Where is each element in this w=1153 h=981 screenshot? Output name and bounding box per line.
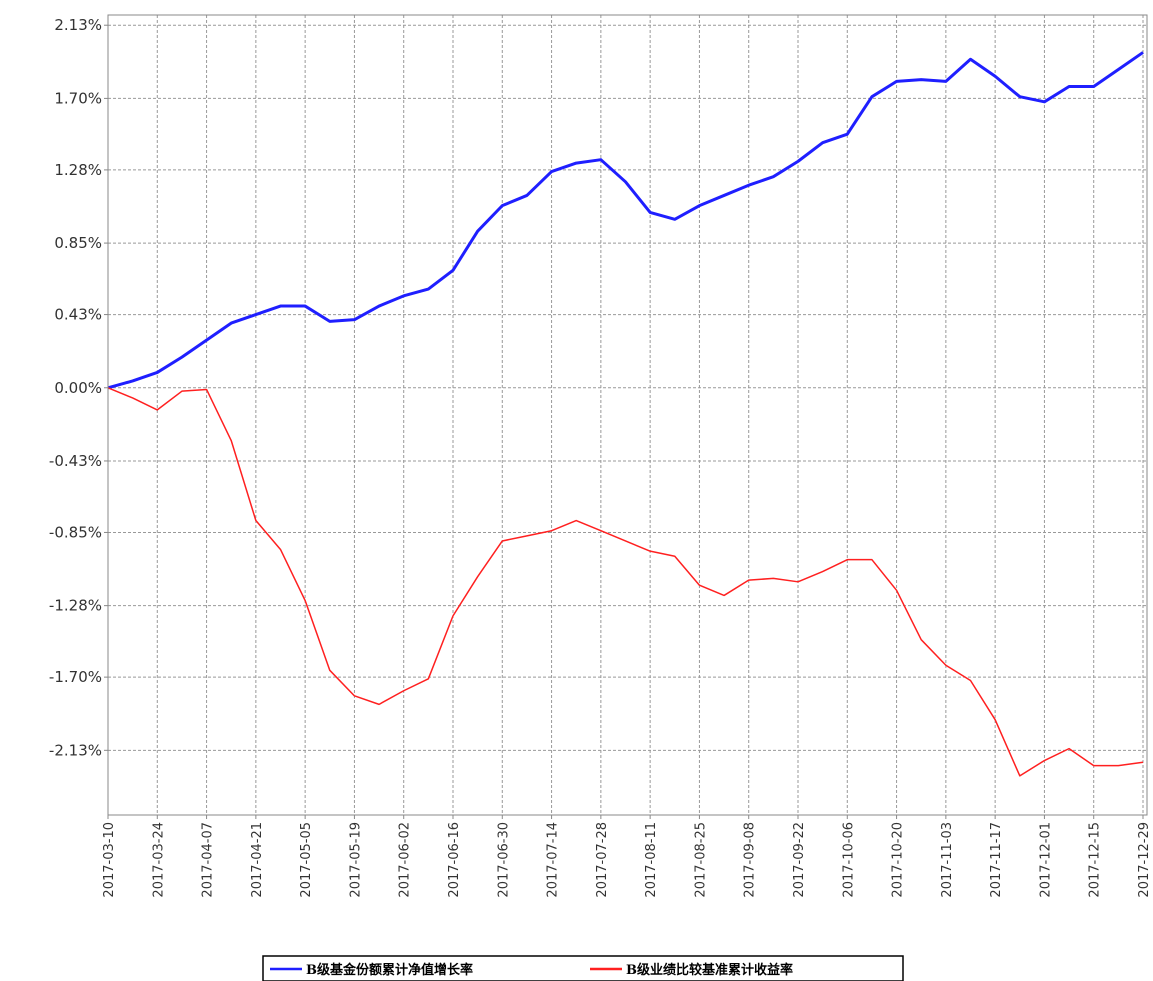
plot-frame [107,14,1148,816]
y-tick-label: 1.70% [54,89,102,107]
x-tick-label: 2017-12-15 [1088,822,1103,898]
legend: B级基金份额累计净值增长率 B级业绩比较基准累计收益率 [262,955,904,981]
x-tick-label: 2017-07-14 [546,822,561,898]
x-tick-label: 2017-03-10 [102,822,117,898]
y-tick-label: 0.00% [54,379,102,397]
y-tick-label: -0.85% [49,523,102,541]
x-tick-label: 2017-12-01 [1038,822,1053,898]
x-tick-label: 2017-05-05 [299,822,314,898]
x-tick-label: 2017-11-03 [940,822,955,898]
x-tick-label: 2017-11-17 [989,822,1004,898]
x-tick-label: 2017-03-24 [151,822,166,898]
y-tick-label: 1.28% [54,161,102,179]
x-tick-label: 2017-04-21 [250,822,265,898]
x-tick-label: 2017-09-22 [792,822,807,898]
x-tick-label: 2017-09-08 [743,822,758,898]
x-tick-label: 2017-05-19 [348,822,363,898]
y-tick-label: -2.13% [49,741,102,759]
y-tick-label: -1.70% [49,668,102,686]
legend-label: B级基金份额累计净值增长率 [306,962,473,978]
y-tick-label: 0.43% [54,306,102,324]
x-tick-label: 2017-06-16 [447,822,462,898]
legend-box [262,955,904,981]
y-tick-label: 0.85% [54,234,102,252]
series-line [107,387,1144,777]
x-tick-label: 2017-12-29 [1137,822,1152,898]
y-tick-label: -0.43% [49,452,102,470]
x-tick-label: 2017-06-30 [496,822,511,898]
x-tick-label: 2017-04-07 [201,822,216,898]
series-line [107,51,1144,390]
x-tick-label: 2017-07-28 [595,822,610,898]
plot-area [108,15,1147,815]
x-tick-label: 2017-10-20 [891,822,906,898]
legend-label: B级业绩比较基准累计收益率 [626,962,793,978]
x-tick-label: 2017-10-06 [841,822,856,898]
x-tick-label: 2017-08-25 [693,822,708,898]
x-tick-label: 2017-08-11 [644,822,659,898]
x-tick-label: 2017-06-02 [398,822,413,898]
y-tick-label: -1.28% [49,597,102,615]
y-tick-label: 2.13% [54,16,102,34]
